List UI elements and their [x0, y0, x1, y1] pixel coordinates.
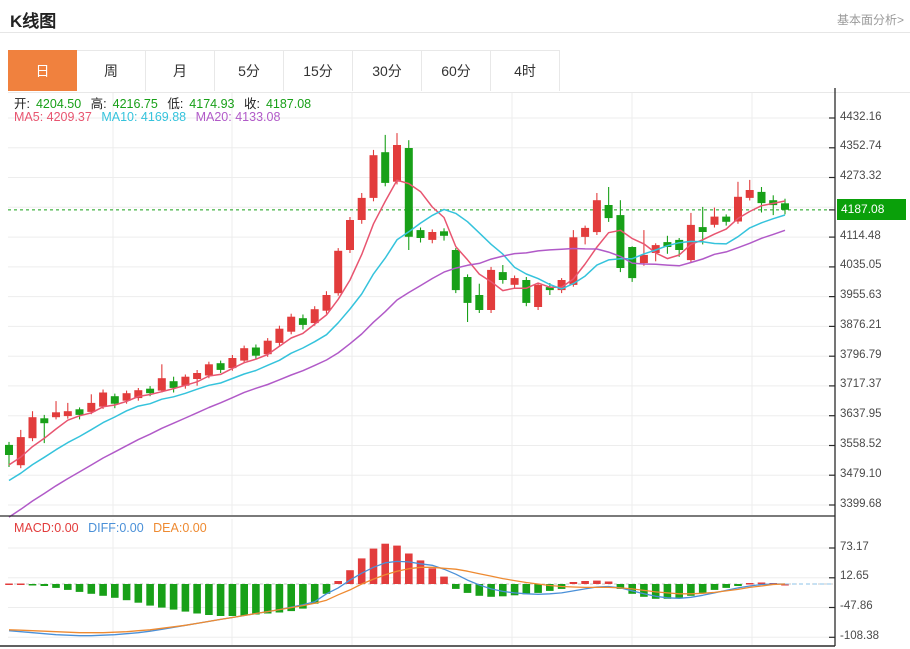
y-axis-label: 4352.74: [840, 140, 882, 153]
candles-layer: [5, 133, 789, 469]
macd-histogram: [5, 543, 789, 616]
open-value: 4204.50: [35, 97, 82, 111]
tab-60min[interactable]: 60分: [422, 50, 491, 91]
dea-value: DEA:0.00: [153, 521, 207, 535]
y-axis-label: 4114.48: [840, 229, 881, 242]
y-axis-label: 3717.37: [840, 378, 882, 391]
y-axis-label: 3796.79: [840, 348, 882, 361]
y-axis-label: 3479.10: [840, 467, 882, 480]
y-axis-label: 3558.52: [840, 437, 882, 450]
tab-month[interactable]: 月: [146, 50, 215, 91]
y-axis-label: 4432.16: [840, 110, 882, 123]
fundamental-analysis-link[interactable]: 基本面分析>: [836, 13, 904, 27]
reference-lines: [8, 209, 836, 585]
ma-row: MA5: 4209.37 MA10: 4169.88 MA20: 4133.08: [14, 110, 286, 124]
axis-layer: [0, 88, 836, 647]
close-value: 4187.08: [265, 97, 312, 111]
high-value: 4216.75: [112, 97, 158, 111]
gridlines: [8, 93, 835, 645]
y-axis-label: 4035.05: [840, 259, 882, 272]
dea-line: [8, 566, 786, 634]
tab-5min[interactable]: 5分: [215, 50, 284, 91]
y-axis-label: -47.86: [840, 600, 873, 613]
current-price-badge: 4187.08: [837, 199, 906, 220]
close-label: 收:: [243, 97, 260, 111]
tab-week[interactable]: 周: [77, 50, 146, 91]
page-title: K线图: [10, 12, 57, 31]
y-axis-label: 3399.68: [840, 497, 882, 510]
macd-value: MACD:0.00: [14, 521, 79, 535]
tab-15min[interactable]: 15分: [284, 50, 353, 91]
diff-value: DIFF:0.00: [88, 521, 144, 535]
y-axis-label: 3876.21: [840, 318, 882, 331]
macd-lines: [8, 560, 833, 637]
interval-tabbar: 日 周 月 5分 15分 30分 60分 4时: [8, 50, 910, 93]
ma5-line: [8, 179, 786, 466]
y-axis-label: 3637.95: [840, 408, 882, 421]
y-axis-label: 73.17: [840, 540, 869, 553]
tab-4hour[interactable]: 4时: [491, 50, 560, 91]
y-axis-label: 3955.63: [840, 289, 882, 302]
tab-day[interactable]: 日: [8, 50, 77, 91]
open-label: 开:: [14, 97, 30, 111]
ma20-value: MA20: 4133.08: [195, 110, 281, 124]
tab-30min[interactable]: 30分: [353, 50, 422, 91]
ma-lines: [8, 179, 786, 518]
macd-row: MACD:0.00 DIFF:0.00 DEA:0.00: [14, 521, 213, 535]
y-axis-label: 4273.32: [840, 170, 882, 183]
low-label: 低:: [167, 97, 184, 111]
ma10-line: [8, 208, 786, 482]
ma5-value: MA5: 4209.37: [14, 110, 92, 124]
ma20-line: [8, 229, 786, 518]
ma10-value: MA10: 4169.88: [101, 110, 187, 124]
low-value: 4174.93: [189, 97, 235, 111]
diff-line: [8, 560, 785, 637]
ohlc-row: 开: 4204.50 高: 4216.75 低: 4174.93 收: 4187.08: [14, 93, 317, 112]
high-label: 高:: [90, 97, 107, 111]
y-axis-label: 12.65: [840, 570, 869, 583]
header-divider: [0, 32, 910, 33]
y-axis-label: -108.38: [840, 629, 880, 642]
